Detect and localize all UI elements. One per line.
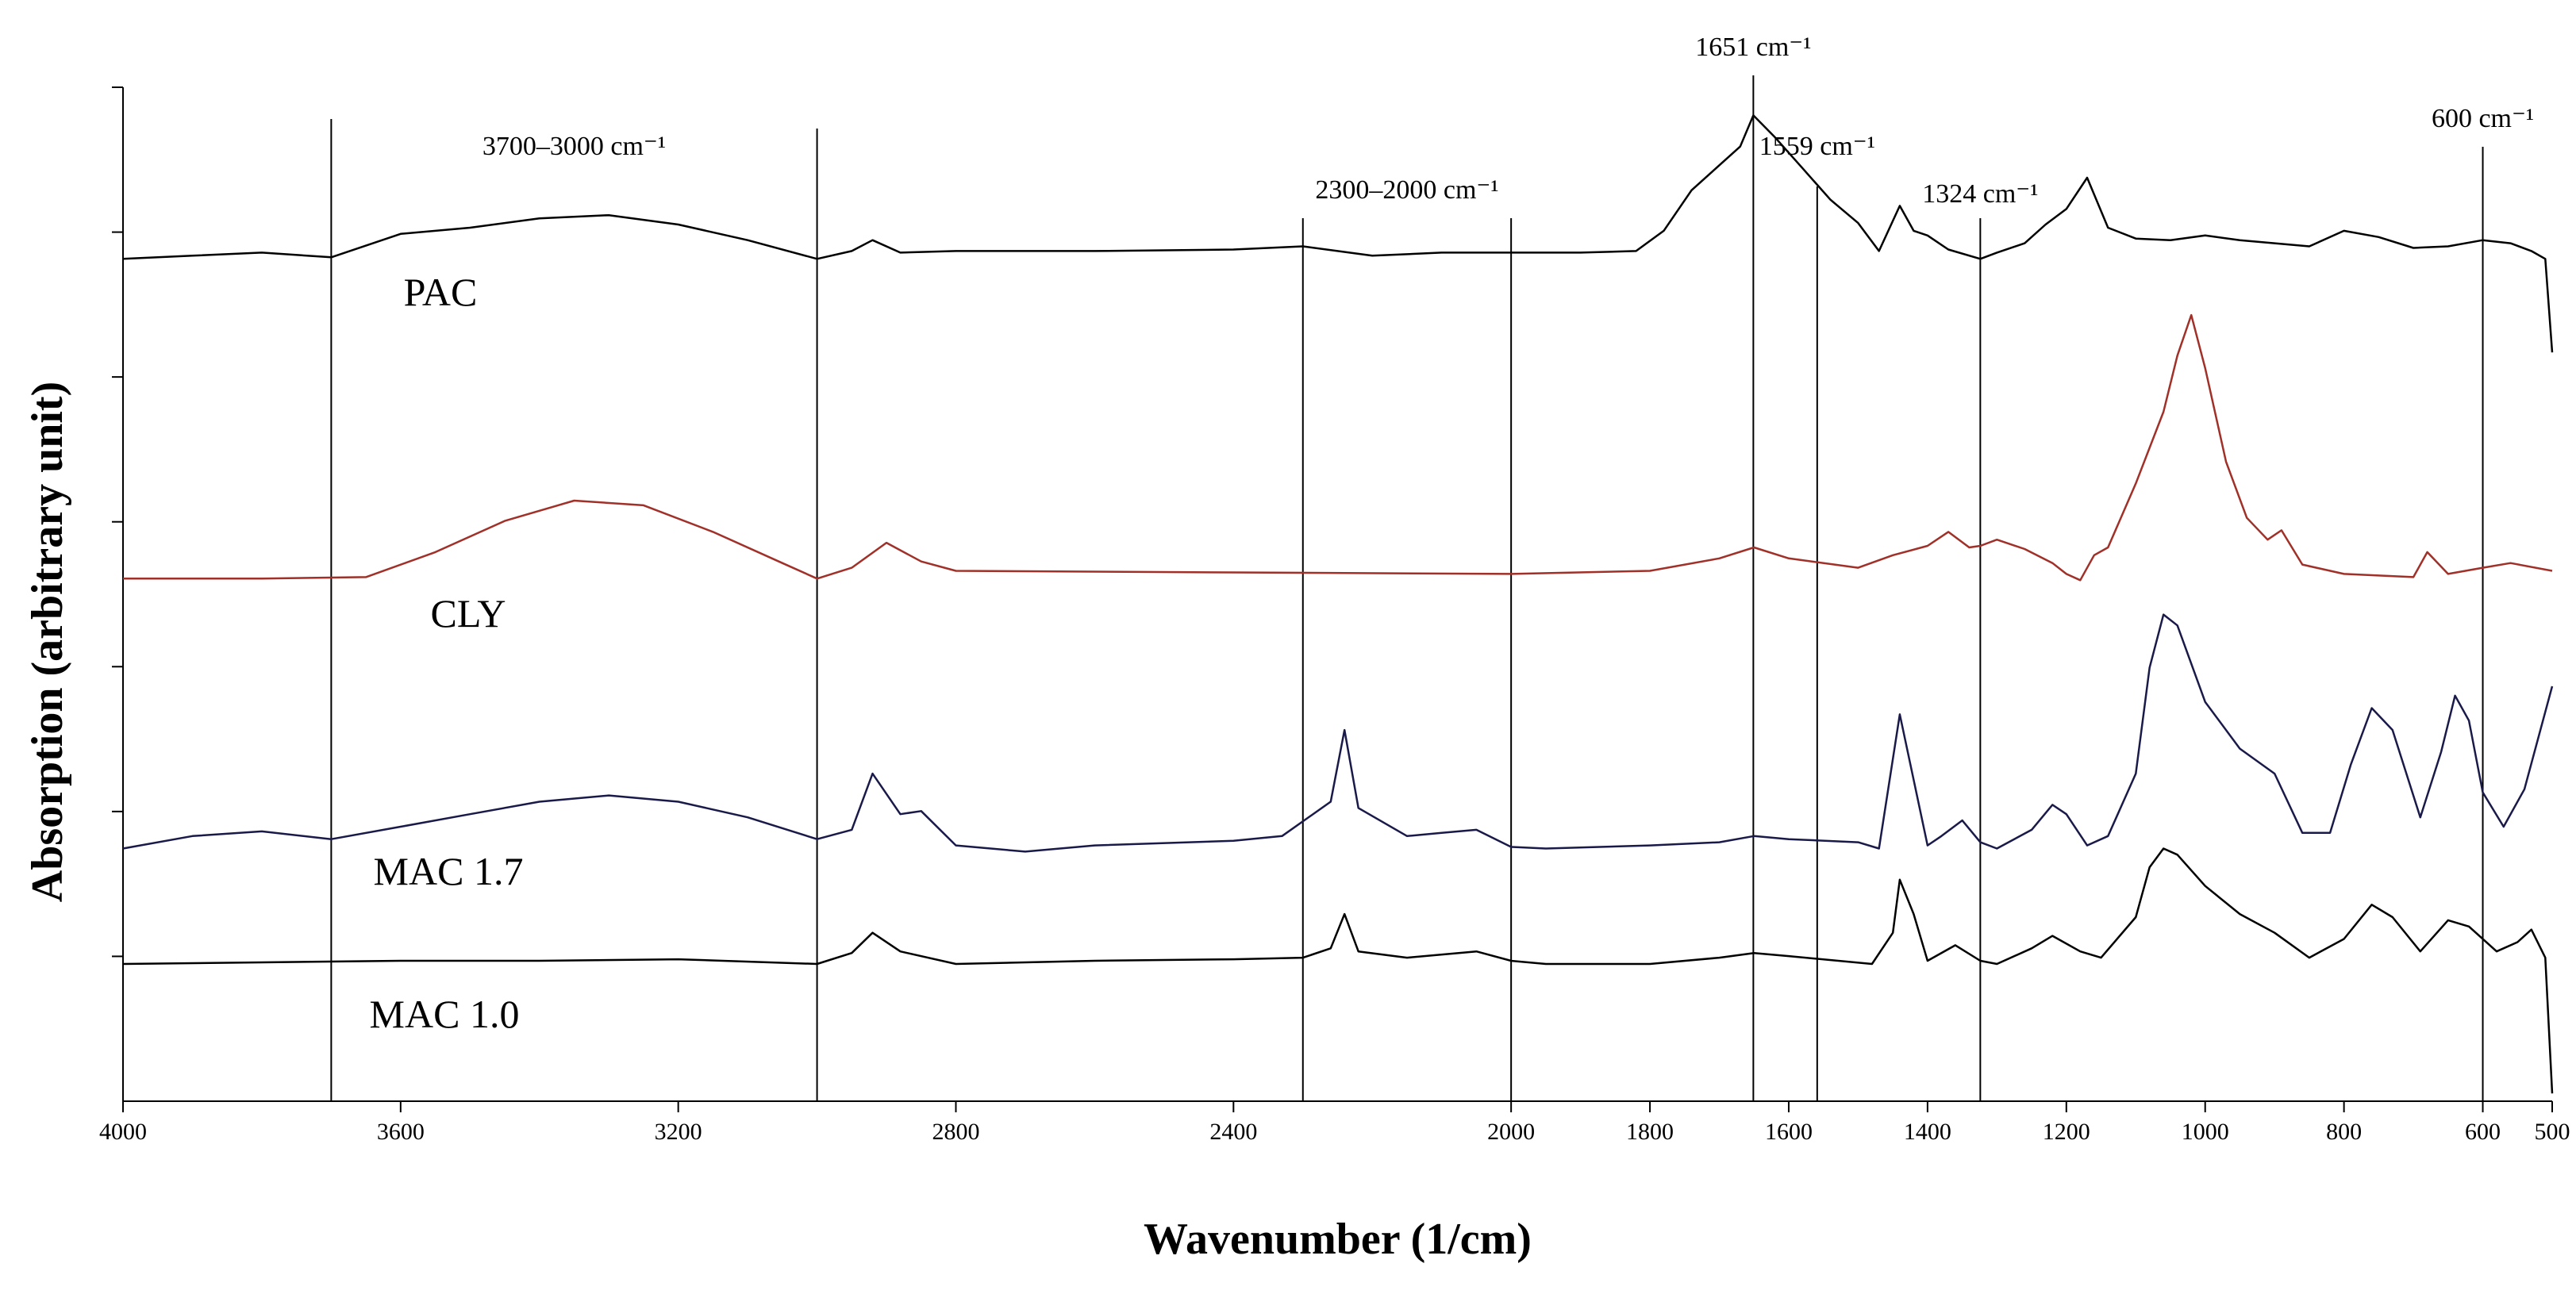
x-tick-label: 1800 — [1626, 1119, 1674, 1145]
x-tick-label: 1200 — [2043, 1119, 2090, 1145]
annotation-label: 1324 cm⁻¹ — [1922, 179, 2038, 209]
annotation-label: 1559 cm⁻¹ — [1759, 132, 1875, 161]
vertical-markers — [330, 75, 2484, 1101]
annotation-label: 600 cm⁻¹ — [2432, 104, 2534, 133]
series-label: PAC — [404, 270, 478, 314]
labels: PAC CLY MAC 1.7 MAC 1.0 3700–3000 cm⁻¹ 2300–2… — [370, 33, 2535, 1036]
series-line-mac-1-0 — [122, 847, 2554, 1094]
series-lines — [122, 114, 2554, 1094]
annotation-label: 1651 cm⁻¹ — [1695, 33, 1811, 62]
x-tick-label: 3200 — [655, 1119, 702, 1145]
x-axis-title: Wavenumber (1/cm) — [1144, 1215, 1532, 1264]
series-line-pac — [122, 114, 2554, 353]
x-tick-label: 2400 — [1209, 1119, 1257, 1145]
x-tick-label: 1000 — [2182, 1119, 2229, 1145]
x-tick-label: 500 — [2535, 1119, 2570, 1145]
x-tick-label: 3600 — [377, 1119, 425, 1145]
x-tick-label: 600 — [2465, 1119, 2501, 1145]
series-line-mac-1-7 — [122, 613, 2554, 853]
x-tick-label: 4000 — [99, 1119, 147, 1145]
x-tick-label: 1600 — [1765, 1119, 1813, 1145]
series-label: MAC 1.0 — [370, 992, 520, 1036]
axes: 4000 3600 3200 2800 2400 2000 1800 1600 1400 1200… — [23, 86, 2570, 1264]
series-label: MAC 1.7 — [374, 849, 524, 893]
series-label: CLY — [431, 591, 506, 635]
x-tick-label: 1400 — [1904, 1119, 1951, 1145]
x-tick-label: 2000 — [1487, 1119, 1535, 1145]
series-line-cly — [123, 313, 2553, 582]
x-tick-label: 2800 — [932, 1119, 979, 1145]
y-axis-title: Absorption (arbitrary unit) — [23, 382, 72, 902]
annotation-label: 2300–2000 cm⁻¹ — [1315, 175, 1498, 205]
annotation-label: 3700–3000 cm⁻¹ — [483, 132, 666, 161]
x-tick-label: 800 — [2326, 1119, 2362, 1145]
